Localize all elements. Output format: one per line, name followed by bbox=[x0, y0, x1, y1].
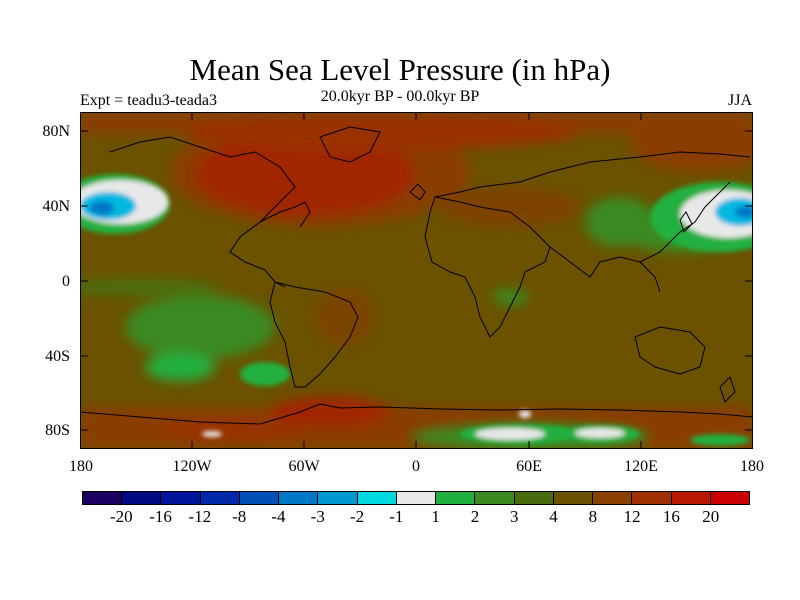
lat-label-80s: 80S bbox=[45, 422, 70, 439]
lon-label-0: 0 bbox=[412, 458, 420, 475]
colorbar-box bbox=[161, 492, 201, 504]
time-range-label: 20.0kyr BP - 00.0kyr BP bbox=[320, 88, 480, 105]
colorbar-box bbox=[122, 492, 162, 504]
lat-label-80n: 80N bbox=[42, 123, 70, 140]
colorbar-box bbox=[83, 492, 123, 504]
lon-label-120e: 120E bbox=[624, 458, 658, 475]
colorbar-label: -16 bbox=[149, 507, 172, 526]
colorbar-box bbox=[279, 492, 319, 504]
colorbar-box bbox=[671, 492, 711, 504]
colorbar-label: -8 bbox=[232, 507, 247, 526]
colorbar-label: 4 bbox=[549, 507, 558, 526]
colorbar-box bbox=[514, 492, 554, 504]
lon-label-180e: 180 bbox=[740, 458, 764, 475]
colorbar-box bbox=[710, 492, 749, 504]
colorbar-label: 8 bbox=[588, 507, 598, 526]
colorbar-box bbox=[632, 492, 672, 504]
season-label: JJA bbox=[727, 92, 752, 109]
lon-label-120w: 120W bbox=[172, 458, 212, 475]
lat-label-40n: 40N bbox=[42, 198, 70, 215]
colorbar-label: -2 bbox=[349, 507, 365, 526]
colorbar-label: -12 bbox=[188, 507, 212, 526]
colorbar-label: 20 bbox=[702, 507, 720, 526]
coastlines bbox=[80, 126, 753, 425]
colorbar-label: 2 bbox=[470, 507, 480, 526]
lon-label-180w: 180 bbox=[69, 458, 93, 475]
colorbar-box bbox=[200, 492, 240, 504]
colorbar-box bbox=[553, 492, 594, 504]
colorbar-label: 1 bbox=[431, 507, 440, 526]
colorbar bbox=[82, 491, 750, 505]
axis-ticks bbox=[80, 112, 753, 449]
pressure-map bbox=[80, 112, 753, 449]
colorbar-label: -3 bbox=[310, 507, 325, 526]
colorbar-box bbox=[357, 492, 397, 504]
colorbar-box bbox=[475, 492, 515, 504]
colorbar-box bbox=[318, 492, 358, 504]
anomaly-cores bbox=[80, 174, 753, 446]
high-pressure-regions bbox=[80, 112, 753, 449]
colorbar-label: -1 bbox=[389, 507, 404, 526]
colorbar-box bbox=[436, 492, 476, 504]
experiment-label: Expt = teadu3-teada3 bbox=[80, 92, 217, 109]
colorbar-label: 16 bbox=[662, 507, 680, 526]
lat-label-0: 0 bbox=[62, 273, 70, 290]
colorbar-box bbox=[396, 492, 437, 504]
colorbar-box bbox=[593, 492, 633, 504]
colorbar-label: 12 bbox=[623, 507, 641, 526]
colorbar-box bbox=[239, 492, 280, 504]
map-title: Mean Sea Level Pressure (in hPa) bbox=[189, 52, 611, 87]
lon-label-60w: 60W bbox=[288, 458, 320, 475]
lon-label-60e: 60E bbox=[516, 458, 542, 475]
colorbar-label: -4 bbox=[271, 507, 286, 526]
colorbar-label: 3 bbox=[509, 507, 519, 526]
lat-label-40s: 40S bbox=[45, 348, 70, 365]
colorbar-label: -20 bbox=[109, 507, 133, 526]
